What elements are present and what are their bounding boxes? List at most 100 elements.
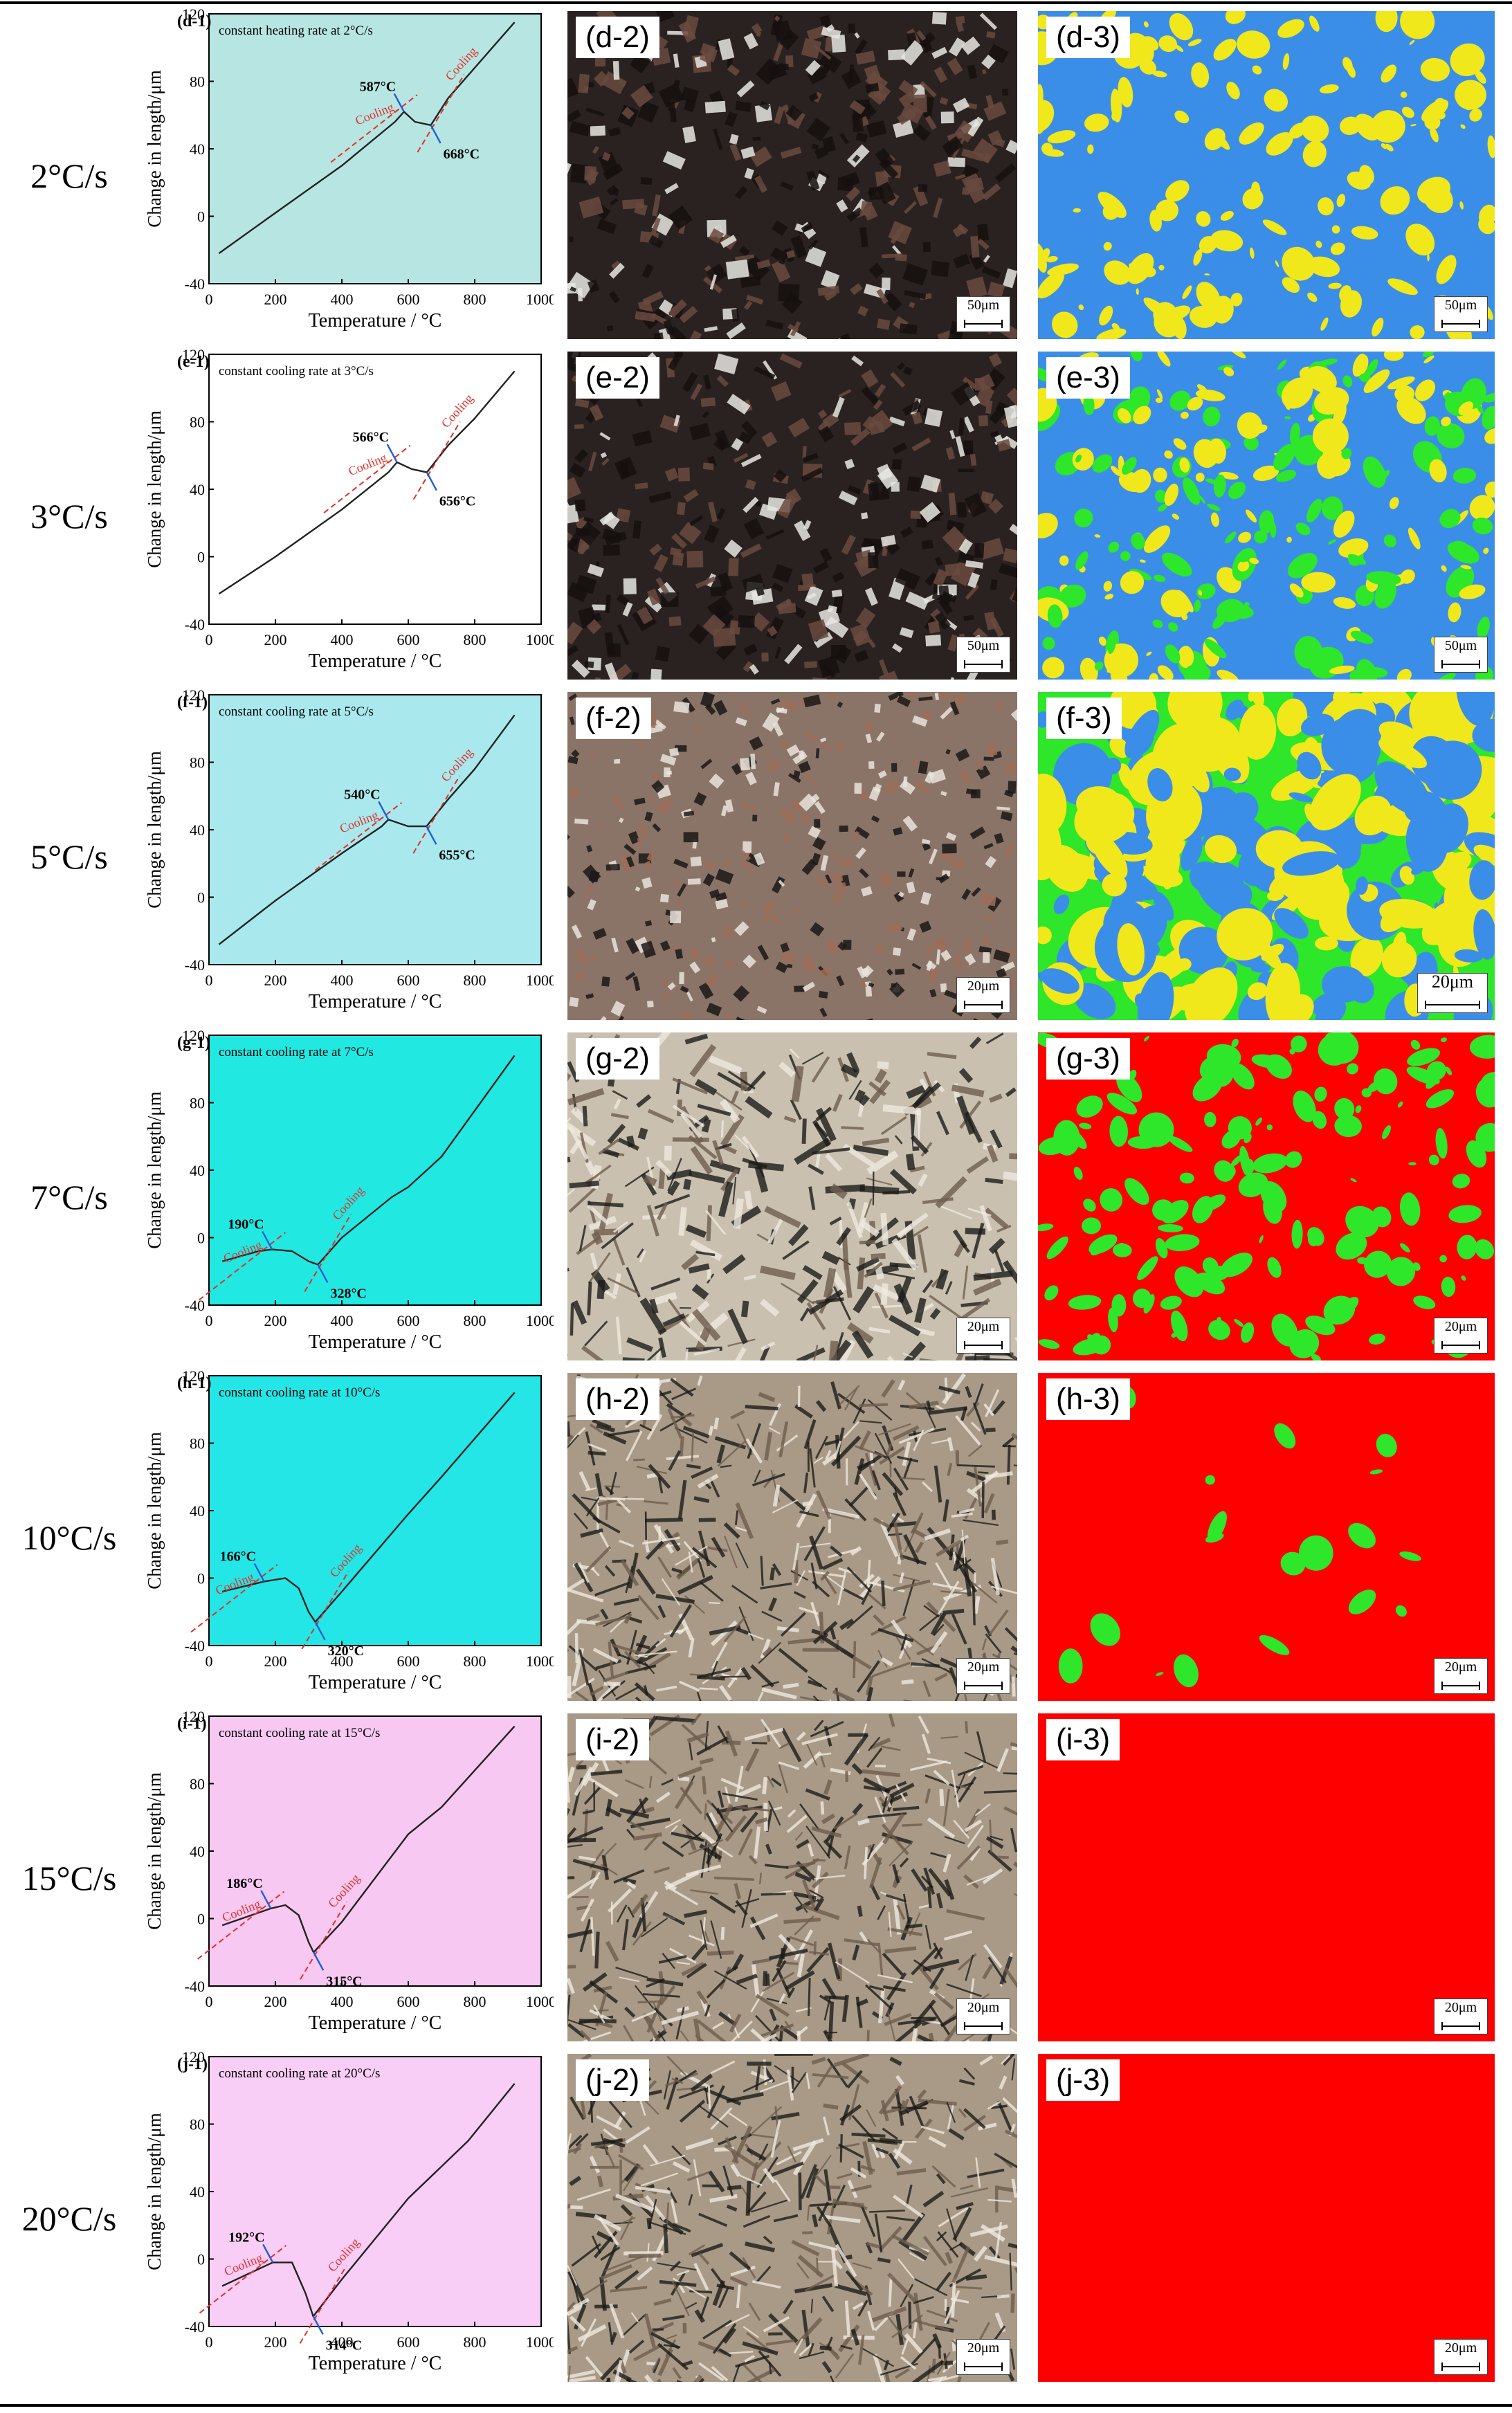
texture-mark (619, 1539, 635, 1548)
texture-mark (682, 372, 698, 392)
texture-mark (1129, 263, 1143, 275)
texture-mark (668, 1450, 682, 1471)
texture-mark (772, 1806, 783, 1812)
texture-mark (720, 1168, 739, 1192)
texture-mark (945, 832, 957, 841)
texture-mark (762, 1646, 773, 1657)
texture-mark (1202, 820, 1221, 846)
texture-mark (1307, 256, 1340, 277)
texture-mark (1483, 547, 1489, 554)
texture-mark (727, 1347, 747, 1360)
plot-area (208, 2056, 542, 2327)
texture-mark (590, 2165, 619, 2169)
texture-mark (1435, 1128, 1448, 1159)
texture-mark (995, 163, 1017, 183)
texture-mark (725, 259, 749, 280)
texture-mark (814, 1875, 846, 1879)
texture-mark (618, 79, 626, 87)
texture-mark (658, 1526, 661, 1540)
texture-mark (587, 1164, 612, 1183)
texture-mark (724, 1013, 734, 1020)
texture-mark (983, 1944, 1003, 1969)
texture-mark (799, 1510, 819, 1518)
texture-mark (763, 2315, 790, 2333)
texture-mark (861, 369, 879, 388)
texture-mark (862, 205, 878, 221)
texture-mark (620, 2204, 633, 2216)
texture-mark (571, 659, 590, 678)
texture-mark (1354, 795, 1392, 836)
texture-mark (1406, 1066, 1440, 1085)
texture-mark (823, 1839, 843, 1859)
texture-mark (698, 2252, 710, 2265)
texture-mark (711, 1660, 718, 1677)
micrograph-panel-label: (f-2) (576, 698, 651, 740)
texture-mark (814, 2174, 828, 2187)
texture-mark (759, 1344, 771, 1360)
texture-mark (957, 1297, 991, 1323)
texture-mark (804, 2273, 837, 2292)
texture-mark (820, 737, 827, 743)
texture-mark (626, 1337, 653, 1352)
texture-mark (751, 2106, 783, 2135)
texture-mark (711, 2268, 727, 2288)
texture-mark (912, 715, 928, 727)
tangent-line (412, 421, 461, 500)
x-tick-label: 200 (264, 1993, 287, 2010)
texture-mark (736, 1423, 753, 1456)
texture-mark (770, 246, 784, 261)
texture-mark (781, 293, 803, 314)
texture-mark (712, 2322, 737, 2354)
texture-mark (727, 64, 740, 76)
texture-mark (567, 352, 1017, 680)
texture-mark (917, 1234, 928, 1273)
texture-mark (966, 276, 987, 300)
texture-mark (981, 893, 996, 907)
texture-mark (1143, 21, 1149, 28)
texture-mark (826, 2336, 833, 2349)
texture-mark (929, 1308, 941, 1320)
texture-mark (776, 2151, 802, 2166)
texture-mark (589, 2156, 601, 2174)
texture-mark (976, 224, 989, 242)
texture-mark (793, 2338, 804, 2353)
texture-mark (697, 1375, 703, 1386)
texture-mark (902, 400, 922, 416)
texture-mark (823, 2116, 830, 2136)
texture-mark (682, 1823, 704, 1842)
texture-mark (978, 538, 1005, 560)
scale-bar-label: 20μm (1431, 972, 1474, 992)
texture-mark (703, 577, 712, 586)
texture-mark (871, 1253, 886, 1260)
texture-mark (585, 993, 594, 999)
texture-mark (1210, 230, 1244, 252)
texture-mark (996, 2100, 1014, 2134)
texture-mark (1078, 304, 1084, 311)
texture-mark (1248, 692, 1259, 702)
x-tick-label: 800 (464, 291, 486, 308)
figure-row: 20°C/s 0 200 400 600 800 1000 -40 0 40 80 120 Temper… (0, 2048, 1512, 2389)
texture-mark (956, 1464, 995, 1468)
texture-mark (705, 1210, 727, 1235)
texture-mark (610, 1902, 613, 1925)
texture-mark (1136, 288, 1139, 295)
texture-mark (846, 2070, 863, 2089)
texture-mark (893, 1898, 902, 1935)
texture-mark (778, 1486, 810, 1514)
texture-mark (1111, 1294, 1127, 1317)
phase-map: (i-3) 20μm (1038, 1713, 1495, 2041)
texture-mark (833, 1440, 842, 1459)
texture-mark (875, 2147, 889, 2155)
texture-mark (829, 1217, 842, 1226)
texture-mark (570, 1303, 574, 1336)
texture-mark (1179, 1172, 1194, 1184)
texture-mark (818, 426, 835, 443)
point-arrow (260, 1890, 272, 1909)
plot-panel-label: (f-1) (177, 693, 208, 711)
scale-bar-label: 50μm (1444, 298, 1477, 313)
texture-mark (1003, 406, 1017, 428)
texture-mark (1164, 450, 1173, 459)
texture-mark (702, 614, 726, 637)
plot-panel-label: (j-1) (177, 2055, 208, 2073)
texture-mark (699, 1757, 714, 1765)
